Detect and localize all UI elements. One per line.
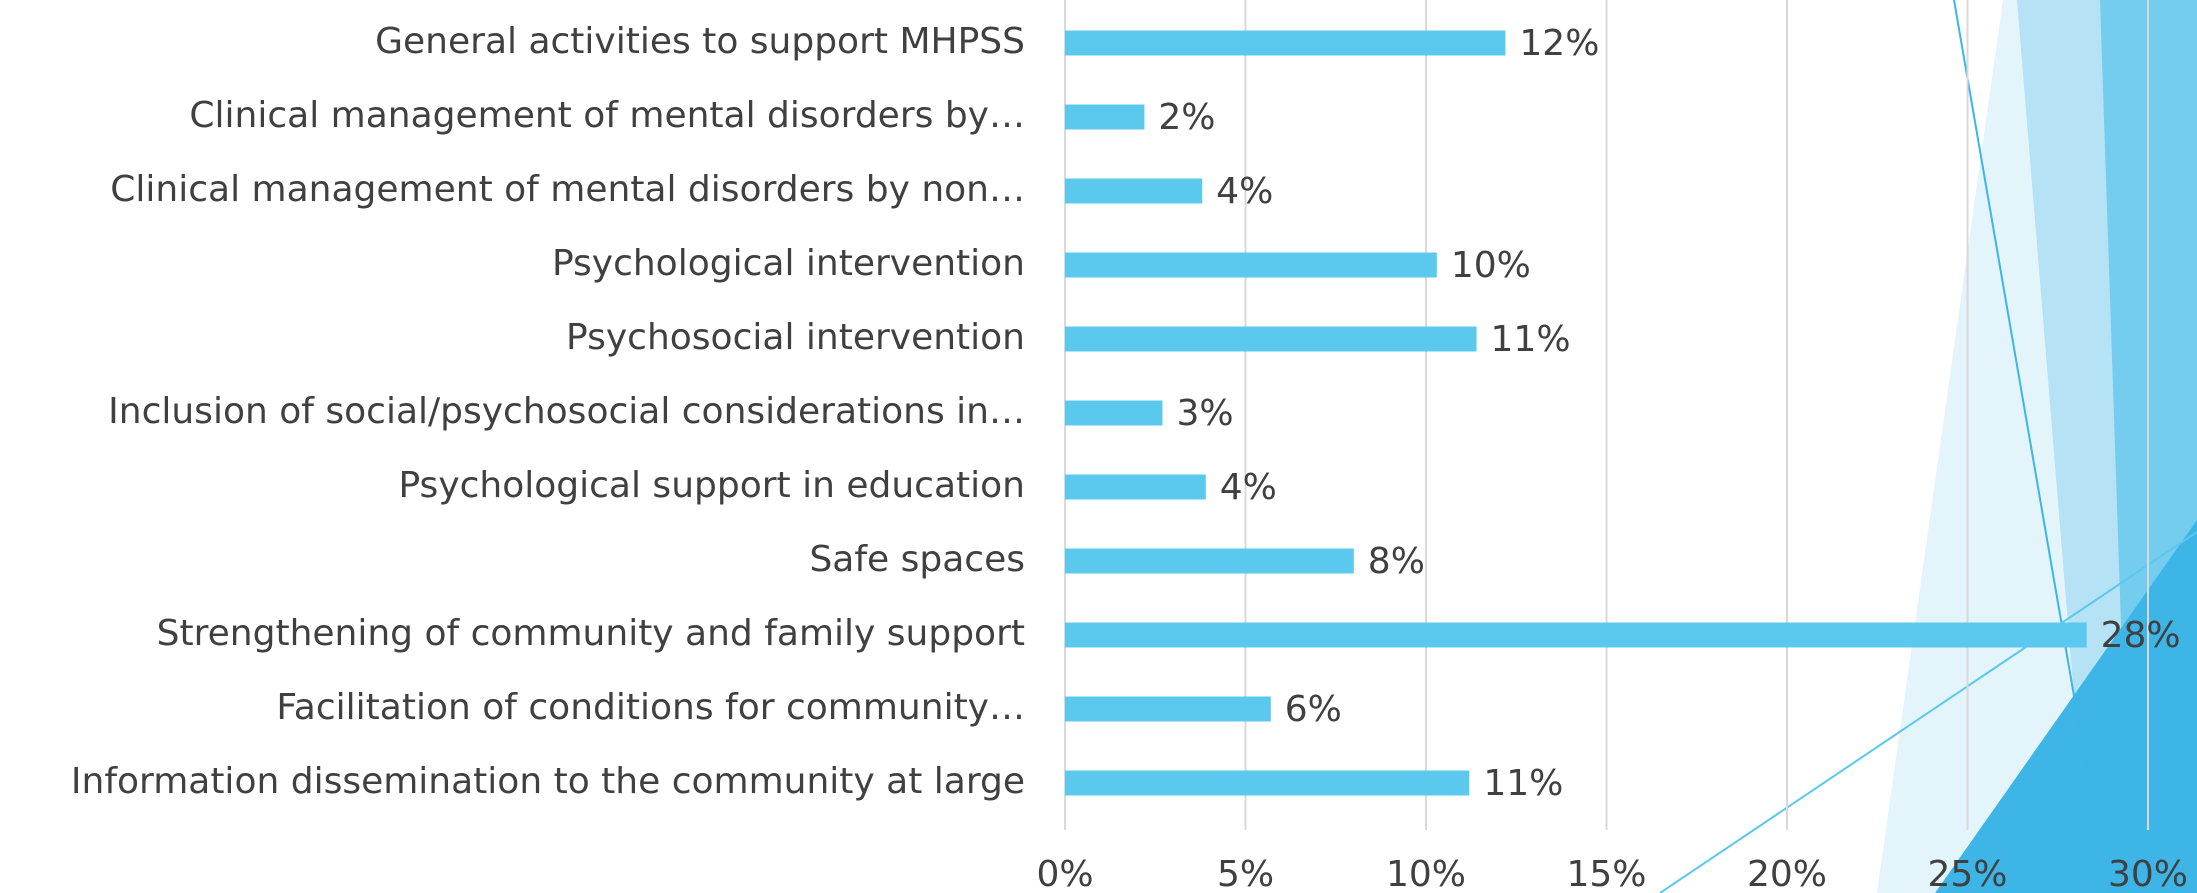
y-tick-label: Psychosocial intervention bbox=[566, 317, 1025, 358]
data-label: 10% bbox=[1451, 245, 1531, 286]
data-label: 3% bbox=[1176, 393, 1233, 434]
data-label: 2% bbox=[1158, 97, 1215, 138]
y-tick-label: Safe spaces bbox=[809, 539, 1025, 580]
y-tick-label: General activities to support MHPSS bbox=[375, 21, 1025, 62]
y-tick-label: Inclusion of social/psychosocial conside… bbox=[108, 391, 1025, 432]
bar bbox=[1065, 179, 1202, 204]
bar bbox=[1065, 475, 1206, 500]
y-tick-label: Psychological intervention bbox=[552, 243, 1025, 284]
data-label: 6% bbox=[1285, 689, 1342, 730]
bar bbox=[1065, 697, 1271, 722]
data-label: 4% bbox=[1220, 467, 1277, 508]
y-tick-label: Information dissemination to the communi… bbox=[71, 761, 1025, 802]
decoration bbox=[1660, 0, 2197, 893]
y-tick-label: Psychological support in education bbox=[398, 465, 1025, 506]
data-label: 28% bbox=[2101, 615, 2181, 656]
bar bbox=[1065, 623, 2087, 648]
data-label: 4% bbox=[1216, 171, 1273, 212]
x-tick-label: 25% bbox=[1927, 854, 2007, 893]
x-tick-label: 30% bbox=[2108, 854, 2188, 893]
x-tick-label: 10% bbox=[1386, 854, 1466, 893]
page: 0% 5% 10% 15% 20% 25% 30% General activities to… bbox=[0, 0, 2197, 893]
y-tick-label: Clinical management of mental disorders … bbox=[189, 95, 1025, 136]
chart: 0% 5% 10% 15% 20% 25% 30% General activities to… bbox=[0, 0, 2197, 893]
bar bbox=[1065, 771, 1469, 796]
x-tick-label: 20% bbox=[1747, 854, 1827, 893]
data-label: 12% bbox=[1519, 23, 1599, 64]
x-tick-label: 5% bbox=[1217, 854, 1274, 893]
bar bbox=[1065, 31, 1505, 56]
bar bbox=[1065, 253, 1437, 278]
bar bbox=[1065, 105, 1144, 130]
bar bbox=[1065, 549, 1354, 574]
y-tick-label: Strengthening of community and family su… bbox=[157, 613, 1025, 654]
bar bbox=[1065, 327, 1477, 352]
x-tick-label: 0% bbox=[1036, 854, 1093, 893]
data-label: 11% bbox=[1483, 763, 1563, 804]
data-label: 8% bbox=[1368, 541, 1425, 582]
bar bbox=[1065, 401, 1162, 426]
x-tick-label: 15% bbox=[1566, 854, 1646, 893]
y-tick-label: Clinical management of mental disorders … bbox=[110, 169, 1025, 210]
y-tick-label: Facilitation of conditions for community… bbox=[276, 687, 1025, 728]
data-label: 11% bbox=[1491, 319, 1571, 360]
